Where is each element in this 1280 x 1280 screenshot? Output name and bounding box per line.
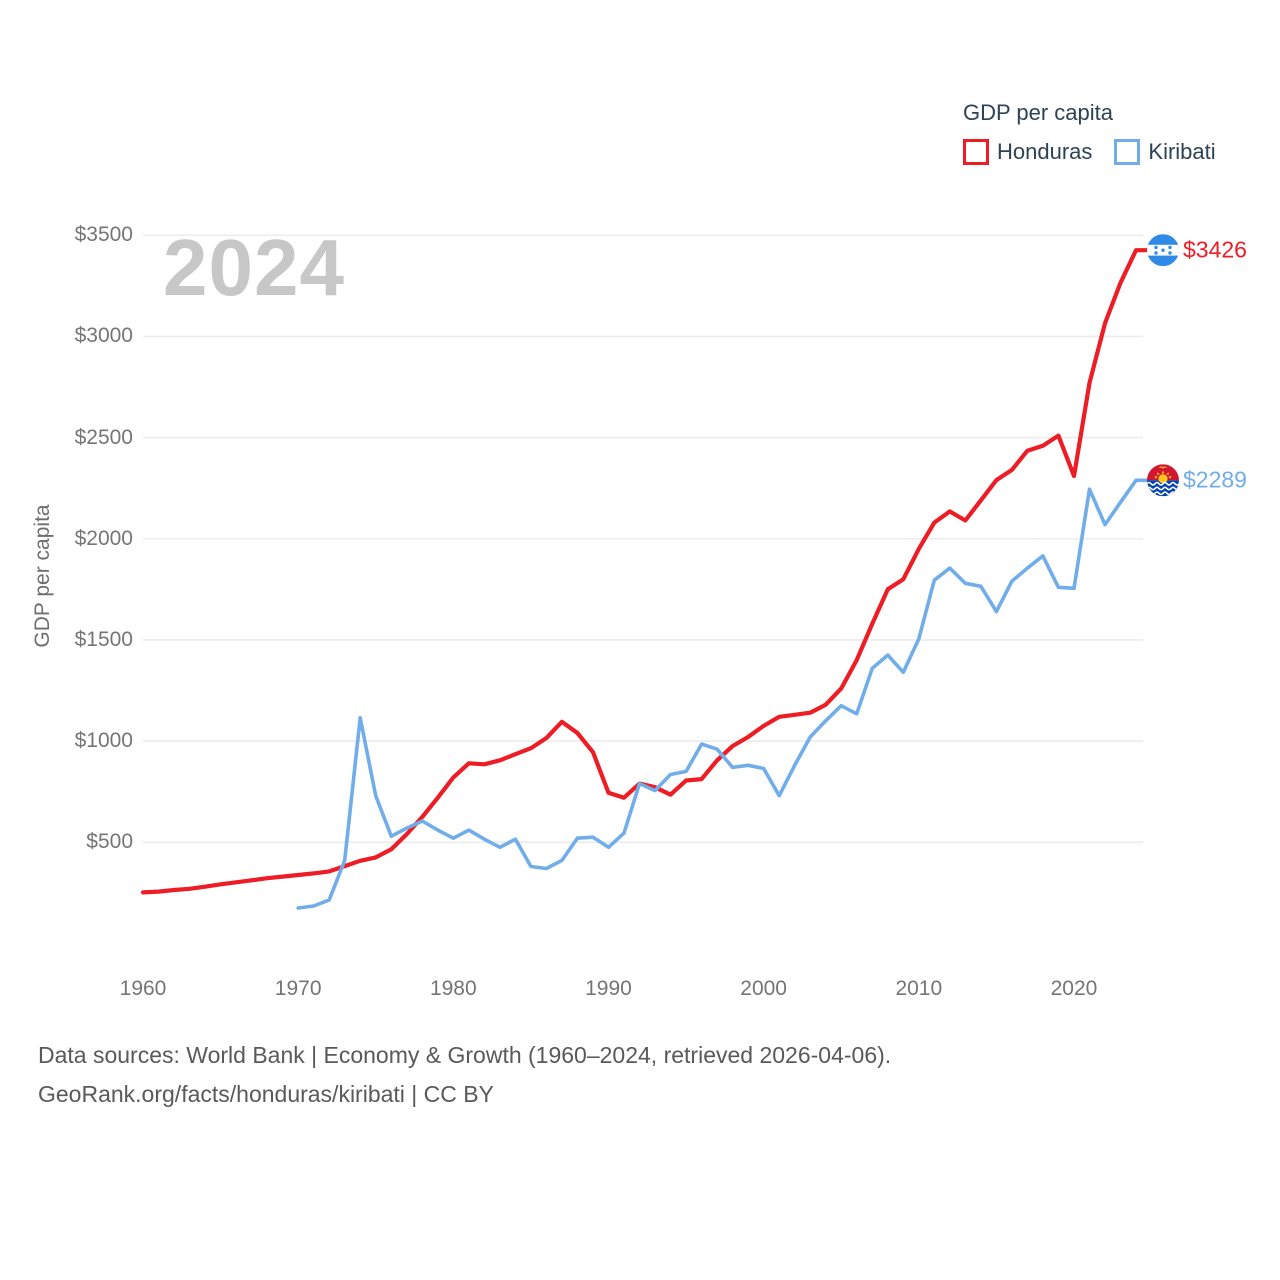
x-tick-label: 2000	[740, 977, 787, 1000]
legend-items: Honduras Kiribati	[963, 139, 1253, 166]
y-tick-label: $2500	[74, 425, 133, 449]
legend: GDP per capita Honduras Kiribati	[963, 100, 1253, 166]
kiribati-line	[296, 478, 1149, 910]
honduras-swatch-icon	[963, 139, 989, 166]
legend-item-kiribati[interactable]: Kiribati	[1114, 139, 1216, 166]
honduras-flag-icon	[1147, 234, 1179, 266]
legend-label-kiribati: Kiribati	[1148, 139, 1216, 165]
y-tick-label: $1000	[74, 729, 133, 753]
y-tick-label: $3000	[74, 324, 133, 348]
kiribati-flag-icon	[1147, 464, 1179, 496]
data-sources-line1: Data sources: World Bank | Economy & Gro…	[38, 1042, 892, 1068]
x-tick-label: 1990	[585, 977, 632, 1000]
data-sources-line2: GeoRank.org/facts/honduras/kiribati | CC…	[38, 1081, 494, 1108]
honduras-line	[140, 248, 1150, 895]
legend-label-honduras: Honduras	[997, 139, 1093, 165]
honduras-end-value-label: $3426	[1183, 236, 1247, 263]
x-tick-label: 1980	[429, 977, 477, 1000]
kiribati-swatch-icon	[1114, 139, 1141, 166]
y-tick-label: $2000	[74, 526, 133, 550]
legend-title: GDP per capita	[963, 100, 1114, 125]
y-tick-label: $3500	[74, 223, 133, 247]
gridlines	[143, 234, 1143, 844]
y-tick-label: $1500	[74, 627, 133, 651]
kiribati-end-value-label: $2289	[1183, 466, 1247, 493]
legend-item-honduras[interactable]: Honduras	[963, 139, 1093, 166]
x-tick-label: 1970	[274, 977, 322, 1000]
x-tick-label: 2020	[1050, 977, 1098, 1000]
x-tick-label: 1960	[119, 977, 167, 1000]
x-tick-label: 2010	[895, 977, 943, 1000]
y-tick-label: $500	[86, 830, 133, 854]
watermark-year: 2024	[163, 223, 345, 312]
data-sources-note: Data sources: World Bank | Economy & Gro…	[38, 1036, 1138, 1114]
